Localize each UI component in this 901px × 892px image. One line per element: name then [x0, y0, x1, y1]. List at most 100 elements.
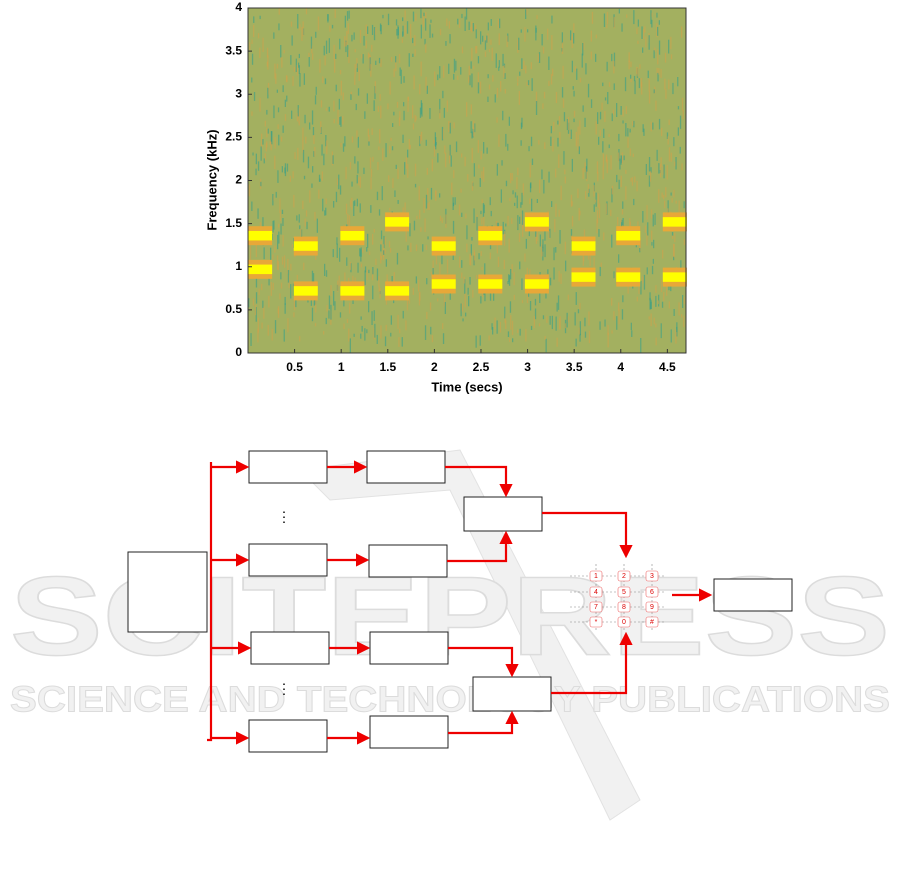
y-tick-label: 0: [235, 345, 242, 359]
noise-streak: [633, 198, 635, 206]
noise-streak: [354, 49, 356, 53]
noise-streak: [552, 138, 554, 152]
noise-streak: [399, 328, 401, 334]
noise-streak: [354, 200, 356, 206]
noise-streak: [371, 270, 374, 281]
noise-streak: [435, 191, 437, 197]
noise-streak: [372, 156, 374, 162]
noise-streak: [579, 77, 582, 83]
noise-streak: [425, 139, 427, 146]
noise-streak: [664, 52, 667, 63]
noise-streak: [284, 303, 286, 314]
noise-streak: [252, 152, 254, 156]
noise-streak: [365, 24, 367, 37]
noise-streak: [371, 311, 373, 325]
noise-streak: [678, 200, 680, 214]
keypad-key-label: #: [650, 619, 654, 626]
noise-streak: [287, 318, 289, 333]
tone: [524, 217, 549, 227]
noise-streak: [539, 179, 541, 193]
noise-streak: [380, 105, 382, 119]
noise-streak: [619, 158, 621, 170]
noise-streak: [414, 35, 416, 46]
noise-streak: [575, 131, 577, 147]
noise-streak: [390, 315, 392, 325]
noise-streak: [342, 92, 344, 101]
noise-streak: [452, 220, 455, 234]
noise-streak: [437, 153, 439, 163]
noise-streak: [595, 34, 597, 39]
keypad-key-label: 5: [622, 589, 626, 596]
noise-streak: [435, 251, 438, 265]
noise-streak: [526, 288, 529, 304]
noise-streak: [266, 109, 268, 115]
noise-streak: [622, 218, 624, 232]
noise-streak: [257, 328, 259, 343]
noise-streak: [253, 16, 255, 23]
noise-streak: [470, 121, 472, 134]
noise-streak: [518, 37, 520, 50]
noise-streak: [355, 103, 357, 111]
noise-streak: [469, 253, 471, 266]
noise-streak: [368, 141, 370, 146]
noise-streak: [402, 25, 404, 36]
noise-streak: [535, 101, 538, 115]
y-tick-label: 0.5: [225, 302, 242, 316]
noise-streak: [535, 233, 538, 244]
noise-streak: [564, 176, 566, 184]
y-tick-label: 2.5: [225, 130, 242, 144]
noise-streak: [551, 201, 553, 207]
noise-streak: [373, 310, 375, 321]
noise-streak: [321, 144, 323, 156]
block: [366, 450, 446, 484]
noise-streak: [648, 91, 651, 104]
noise-streak: [316, 218, 318, 233]
keypad-key-label: 2: [622, 573, 626, 580]
noise-streak: [517, 82, 519, 86]
noise-streak: [517, 215, 519, 231]
noise-streak: [585, 190, 587, 200]
noise-streak: [282, 235, 284, 247]
noise-streak: [676, 326, 678, 333]
noise-streak: [262, 139, 264, 145]
noise-streak: [608, 82, 611, 87]
noise-streak: [488, 335, 490, 341]
noise-streak: [675, 200, 677, 204]
noise-streak: [388, 175, 390, 182]
noise-streak: [252, 298, 255, 306]
noise-streak: [344, 15, 346, 28]
noise-streak: [444, 145, 446, 154]
noise-streak: [356, 130, 358, 139]
noise-streak: [393, 111, 395, 116]
noise-streak: [648, 35, 650, 50]
noise-streak: [267, 82, 270, 95]
noise-streak: [412, 11, 415, 22]
noise-streak: [668, 79, 670, 90]
noise-streak: [395, 59, 397, 72]
arrow: [448, 646, 519, 678]
noise-streak: [475, 29, 477, 39]
noise-streak: [351, 136, 354, 143]
noise-streak: [667, 136, 669, 145]
noise-streak: [570, 194, 573, 207]
noise-streak: [407, 97, 409, 112]
noise-streak: [357, 161, 359, 174]
noise-streak: [482, 35, 484, 42]
noise-streak: [445, 152, 447, 168]
noise-streak: [534, 298, 537, 306]
noise-streak: [308, 52, 310, 58]
noise-streak: [296, 274, 298, 280]
noise-streak: [274, 245, 276, 253]
noise-streak: [570, 229, 573, 237]
noise-streak: [302, 140, 304, 153]
noise-streak: [322, 198, 324, 212]
noise-streak: [590, 99, 593, 108]
noise-streak: [584, 117, 586, 127]
noise-streak: [298, 214, 300, 223]
noise-streak: [344, 36, 346, 47]
noise-streak: [671, 198, 673, 203]
noise-streak: [331, 24, 334, 29]
noise-streak: [542, 315, 545, 320]
noise-streak: [630, 78, 632, 83]
noise-streak: [631, 177, 634, 186]
